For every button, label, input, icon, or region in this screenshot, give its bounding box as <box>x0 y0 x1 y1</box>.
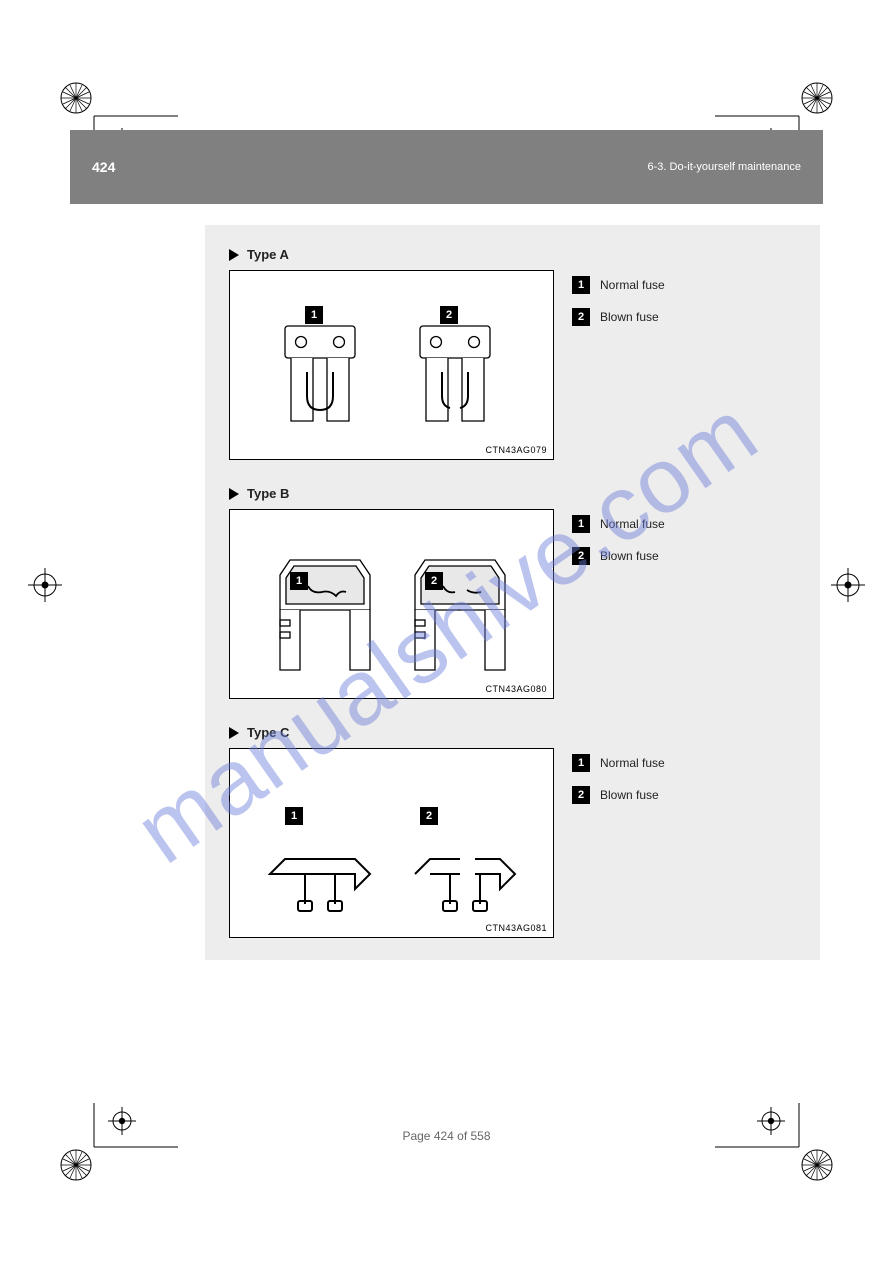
figure-code: CTN43AG079 <box>485 445 547 455</box>
figure-badge-1: 1 <box>285 807 303 825</box>
section-title: Type B <box>247 486 289 501</box>
legend-item-1: 1 Normal fuse <box>572 754 665 772</box>
crop-mark-mid-right <box>823 560 873 610</box>
figure-badge-2: 2 <box>440 306 458 324</box>
figure-type-a: 1 2 CTN43AG079 <box>229 270 554 460</box>
badge-icon: 1 <box>572 276 590 294</box>
legend-label: Normal fuse <box>600 278 665 292</box>
figure-badge-1: 1 <box>305 306 323 324</box>
header-section: 6-3. Do-it-yourself maintenance <box>648 161 801 173</box>
legend-label: Normal fuse <box>600 756 665 770</box>
crop-mark-mid-left <box>20 560 70 610</box>
triangle-icon <box>229 488 239 500</box>
legend-item-2: 2 Blown fuse <box>572 786 665 804</box>
figure-type-b: 1 2 CTN43AG080 <box>229 509 554 699</box>
section-type-c: Type C <box>229 725 796 938</box>
legend-item-2: 2 Blown fuse <box>572 308 665 326</box>
header-page-number: 424 <box>92 159 115 175</box>
figure-code: CTN43AG080 <box>485 684 547 694</box>
page: 424 6-3. Do-it-yourself maintenance Type… <box>0 0 893 1263</box>
legend: 1 Normal fuse 2 Blown fuse <box>572 270 665 326</box>
legend-label: Blown fuse <box>600 310 659 324</box>
section-header: Type C <box>229 725 796 740</box>
section-header: Type A <box>229 247 796 262</box>
legend-item-1: 1 Normal fuse <box>572 276 665 294</box>
figure-badge-1: 1 <box>290 572 308 590</box>
legend-label: Normal fuse <box>600 517 665 531</box>
legend: 1 Normal fuse 2 Blown fuse <box>572 748 665 804</box>
badge-icon: 2 <box>572 547 590 565</box>
badge-icon: 2 <box>572 786 590 804</box>
section-type-a: Type A <box>229 247 796 460</box>
crop-mark-bottom-left <box>58 1103 178 1183</box>
legend-label: Blown fuse <box>600 788 659 802</box>
content-box: Type A <box>205 225 820 960</box>
figure-type-c: 1 2 CTN43AG081 <box>229 748 554 938</box>
page-footer: Page 424 of 558 <box>0 1129 893 1143</box>
legend-item-1: 1 Normal fuse <box>572 515 665 533</box>
figure-badge-2: 2 <box>420 807 438 825</box>
figure-badge-2: 2 <box>425 572 443 590</box>
figure-code: CTN43AG081 <box>485 923 547 933</box>
badge-icon: 1 <box>572 515 590 533</box>
section-title: Type C <box>247 725 289 740</box>
legend-label: Blown fuse <box>600 549 659 563</box>
crop-mark-bottom-right <box>715 1103 835 1183</box>
section-header: Type B <box>229 486 796 501</box>
badge-icon: 1 <box>572 754 590 772</box>
section-type-b: Type B <box>229 486 796 699</box>
legend-item-2: 2 Blown fuse <box>572 547 665 565</box>
triangle-icon <box>229 249 239 261</box>
badge-icon: 2 <box>572 308 590 326</box>
triangle-icon <box>229 727 239 739</box>
header-bar: 424 6-3. Do-it-yourself maintenance <box>70 130 823 204</box>
section-title: Type A <box>247 247 289 262</box>
legend: 1 Normal fuse 2 Blown fuse <box>572 509 665 565</box>
